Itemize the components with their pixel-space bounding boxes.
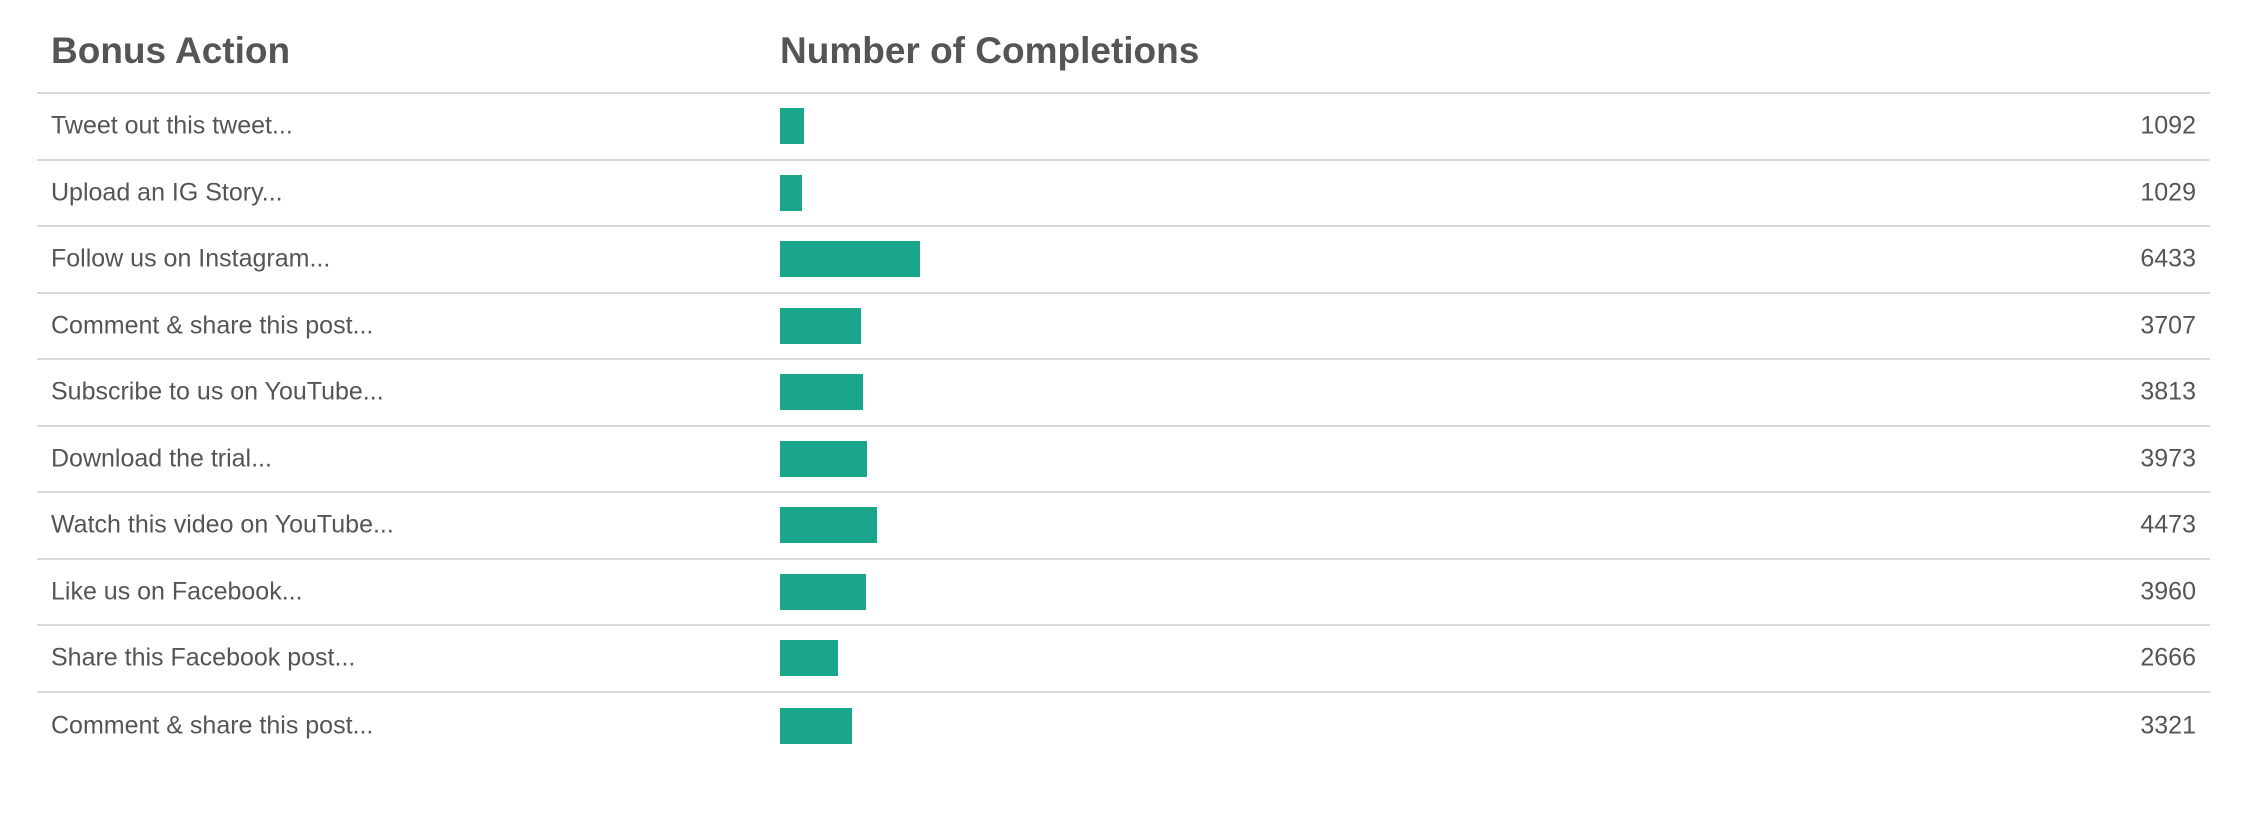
bonus-action-label: Share this Facebook post... bbox=[51, 643, 356, 672]
table-row: Comment & share this post... 3321 bbox=[37, 693, 2210, 760]
header-bonus-action: Bonus Action bbox=[51, 30, 291, 71]
bonus-action-label: Subscribe to us on YouTube... bbox=[51, 377, 384, 406]
completions-bar bbox=[780, 707, 853, 744]
completions-bar bbox=[780, 174, 803, 211]
completions-bar bbox=[780, 374, 864, 411]
table-row: Subscribe to us on YouTube... 3813 bbox=[37, 360, 2210, 427]
completions-bar bbox=[780, 307, 861, 344]
completions-bar bbox=[780, 573, 867, 610]
table-row: Like us on Facebook... 3960 bbox=[37, 560, 2210, 626]
table-header: Bonus Action Number of Completions bbox=[37, 0, 2210, 94]
header-number-of-completions: Number of Completions bbox=[780, 30, 1200, 71]
table-row: Share this Facebook post... 2666 bbox=[37, 626, 2210, 693]
completions-bar bbox=[780, 440, 867, 477]
completions-value: 4473 bbox=[2140, 510, 2196, 539]
bonus-action-label: Watch this video on YouTube... bbox=[51, 510, 394, 539]
bonus-action-label: Like us on Facebook... bbox=[51, 577, 303, 606]
table-row: Comment & share this post... 3707 bbox=[37, 294, 2210, 360]
completions-value: 3973 bbox=[2140, 444, 2196, 473]
bonus-action-label: Tweet out this tweet... bbox=[51, 111, 293, 140]
completions-bar bbox=[780, 640, 839, 677]
completions-value: 1092 bbox=[2140, 111, 2196, 140]
completions-table: Bonus Action Number of Completions Tweet… bbox=[37, 0, 2210, 759]
table-row: Download the trial... 3973 bbox=[37, 427, 2210, 493]
bonus-action-label: Comment & share this post... bbox=[51, 311, 374, 340]
bonus-action-label: Comment & share this post... bbox=[51, 711, 374, 740]
completions-value: 3707 bbox=[2140, 311, 2196, 340]
completions-bar bbox=[780, 507, 878, 544]
table-body: Tweet out this tweet... 1092 Upload an IG … bbox=[37, 94, 2210, 759]
completions-value: 3960 bbox=[2140, 577, 2196, 606]
completions-bar bbox=[780, 241, 921, 278]
completions-bar bbox=[780, 108, 804, 145]
completions-value: 3813 bbox=[2140, 377, 2196, 406]
completions-value: 2666 bbox=[2140, 643, 2196, 672]
bonus-action-label: Download the trial... bbox=[51, 444, 272, 473]
bonus-action-label: Follow us on Instagram... bbox=[51, 244, 331, 273]
table-row: Upload an IG Story... 1029 bbox=[37, 161, 2210, 227]
completions-value: 6433 bbox=[2140, 244, 2196, 273]
table-row: Watch this video on YouTube... 4473 bbox=[37, 493, 2210, 560]
completions-value: 1029 bbox=[2140, 178, 2196, 207]
table-row: Follow us on Instagram... 6433 bbox=[37, 227, 2210, 294]
table-row: Tweet out this tweet... 1092 bbox=[37, 94, 2210, 161]
bonus-action-label: Upload an IG Story... bbox=[51, 178, 283, 207]
completions-value: 3321 bbox=[2140, 711, 2196, 740]
